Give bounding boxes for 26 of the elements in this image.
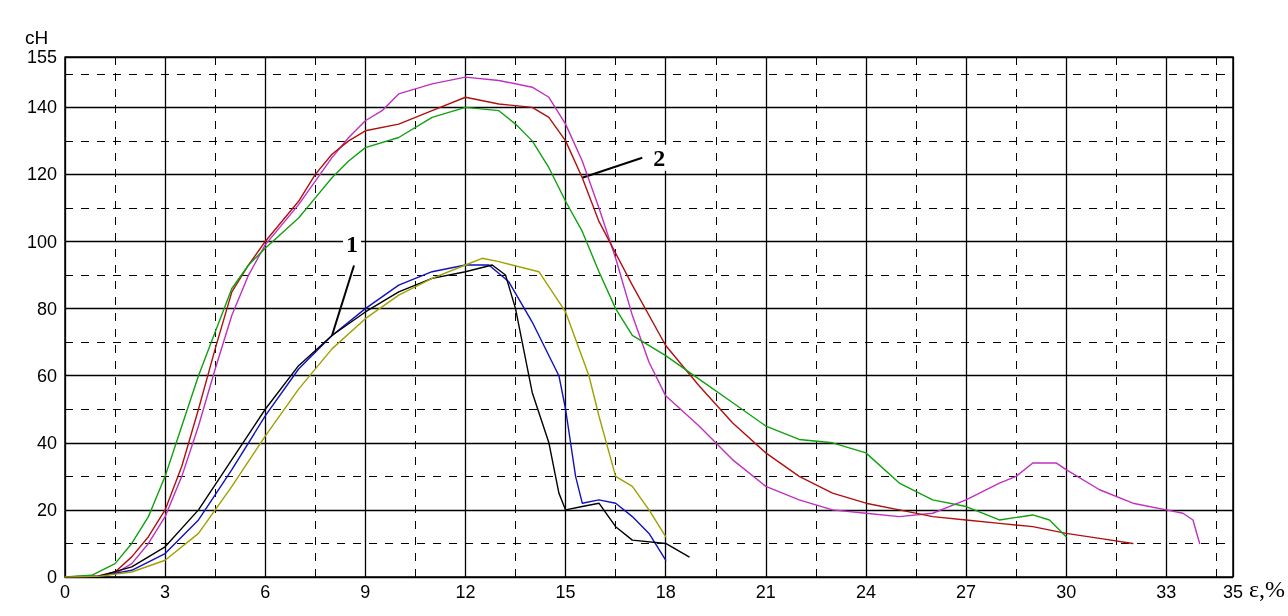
x-tick-label: 30 — [1056, 582, 1077, 602]
x-tick-label: 6 — [260, 582, 271, 602]
y-tick-label: 155 — [26, 47, 57, 67]
x-tick-label: 3 — [160, 582, 171, 602]
y-tick-label: 100 — [26, 231, 57, 252]
y-axis-title: cH — [25, 27, 49, 48]
y-tick-label: 0 — [46, 567, 57, 587]
annotation: 1 — [345, 231, 358, 258]
x-tick-label: 15 — [555, 582, 576, 602]
x-tick-label: 12 — [455, 582, 476, 602]
x-tick-label: 35 — [1223, 582, 1244, 602]
x-tick-label: 21 — [755, 582, 776, 602]
y-tick-label: 60 — [36, 365, 57, 386]
x-tick-label: 18 — [655, 582, 676, 602]
annotation: 2 — [653, 144, 666, 171]
x-axis-title: ε,% — [1248, 576, 1286, 602]
x-tick-label: 0 — [59, 582, 71, 602]
y-tick-label: 80 — [36, 298, 57, 319]
y-tick-label: 40 — [36, 432, 57, 453]
x-tick-label: 27 — [956, 582, 977, 602]
x-tick-label: 33 — [1156, 582, 1177, 602]
x-tick-label: 24 — [855, 582, 876, 602]
y-tick-label: 120 — [26, 164, 57, 185]
y-tick-label: 140 — [26, 97, 57, 118]
y-tick-label: 20 — [36, 499, 57, 520]
x-tick-label: 9 — [360, 582, 371, 602]
